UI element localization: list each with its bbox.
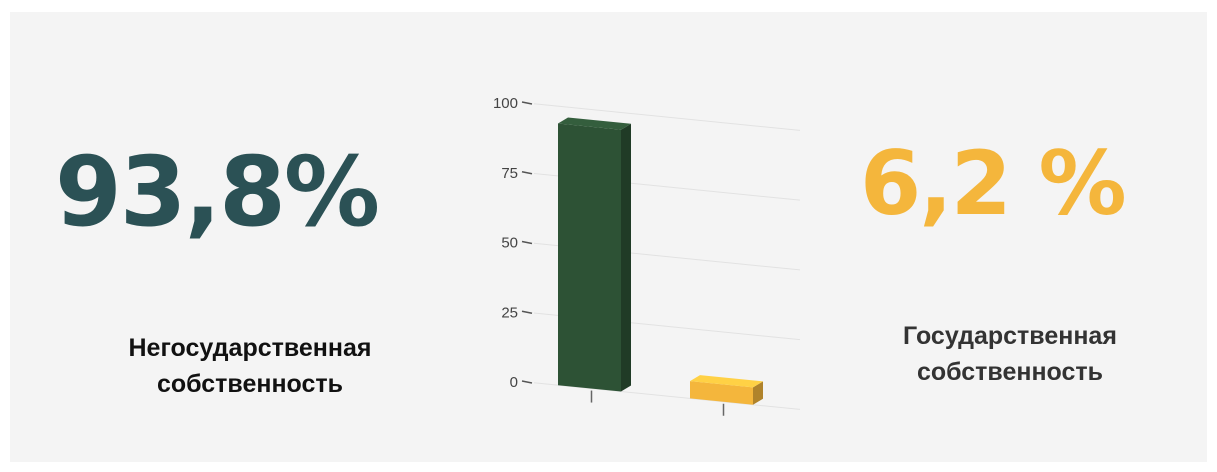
y-tick-label-0: 0	[510, 374, 518, 391]
state-caption-line-2: собственность	[916, 358, 1104, 386]
non-state-caption-line-1: Негосударственная	[128, 334, 372, 362]
bar-side-face	[753, 381, 763, 405]
bar-top-face	[690, 375, 763, 388]
y-tick-label-50: 50	[501, 235, 518, 252]
bar-side-face	[621, 123, 631, 392]
non-state-ownership-caption: Негосударственная собственность	[70, 330, 430, 402]
bar-front-face	[690, 381, 753, 405]
y-axis: 0 25 50 75 100	[493, 95, 518, 391]
y-tick-mark	[521, 240, 533, 245]
y-tick-mark	[521, 171, 533, 175]
chart-bars	[558, 117, 763, 416]
y-tick-mark	[521, 380, 533, 384]
state-caption-line-1: Государственная	[903, 322, 1117, 350]
state-ownership-caption: Государственная собственность	[830, 318, 1190, 390]
non-state-caption-line-2: собственность	[156, 370, 344, 398]
stats-panel: 93,8% Негосударственная собственность 0 …	[10, 12, 1207, 462]
state-ownership-percent: 6,2 %	[860, 132, 1127, 235]
y-tick-mark	[521, 310, 533, 314]
bar-top-face	[558, 117, 631, 130]
y-tick-label-75: 75	[501, 165, 518, 182]
gridline	[533, 103, 801, 131]
non-state-ownership-percent: 93,8%	[55, 136, 380, 248]
ownership-bar-chart: 0 25 50 75 100	[493, 95, 801, 416]
y-tick-label-100: 100	[493, 95, 518, 112]
y-tick-label-25: 25	[501, 304, 518, 321]
bar-front-face	[558, 123, 621, 392]
y-tick-mark	[521, 101, 533, 105]
